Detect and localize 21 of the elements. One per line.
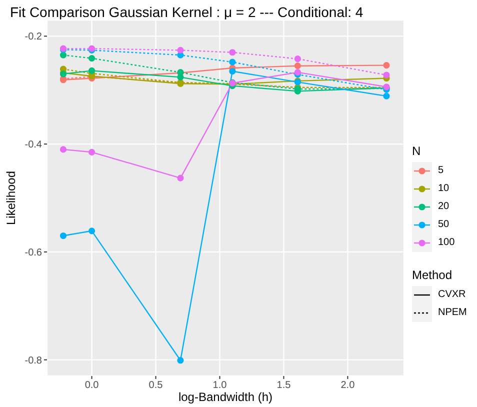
chart-title: Fit Comparison Gaussian Kernel : μ = 2 --- Conditional: 4 [10, 4, 364, 20]
y-tick-label: -0.8 [24, 355, 42, 366]
text: CVXR [438, 289, 466, 300]
legend-label: 50 [438, 219, 450, 230]
x-tick-label: 0.5 [148, 380, 164, 392]
x-tick-label: 0.0 [84, 380, 100, 392]
y-tick-label: -0.4 [24, 140, 42, 151]
legend-label: 10 [438, 183, 450, 194]
x-tick-label: 2.0 [340, 380, 356, 392]
text: Method [412, 268, 452, 282]
y-tick-label: -0.6 [24, 247, 42, 258]
legend-label: 100 [438, 237, 455, 248]
y-tick-label: -0.2 [24, 32, 42, 43]
legend-label: 20 [438, 201, 450, 212]
y-axis-title: Likelihood [4, 170, 18, 226]
text: NPEM [438, 307, 467, 318]
x-tick-label: 1.5 [276, 380, 292, 392]
x-tick-label: 1.0 [212, 380, 228, 392]
legend-title: N [412, 144, 422, 158]
legend-label: 5 [438, 165, 444, 176]
x-axis-title: log-Bandwidth (h) [178, 390, 273, 404]
